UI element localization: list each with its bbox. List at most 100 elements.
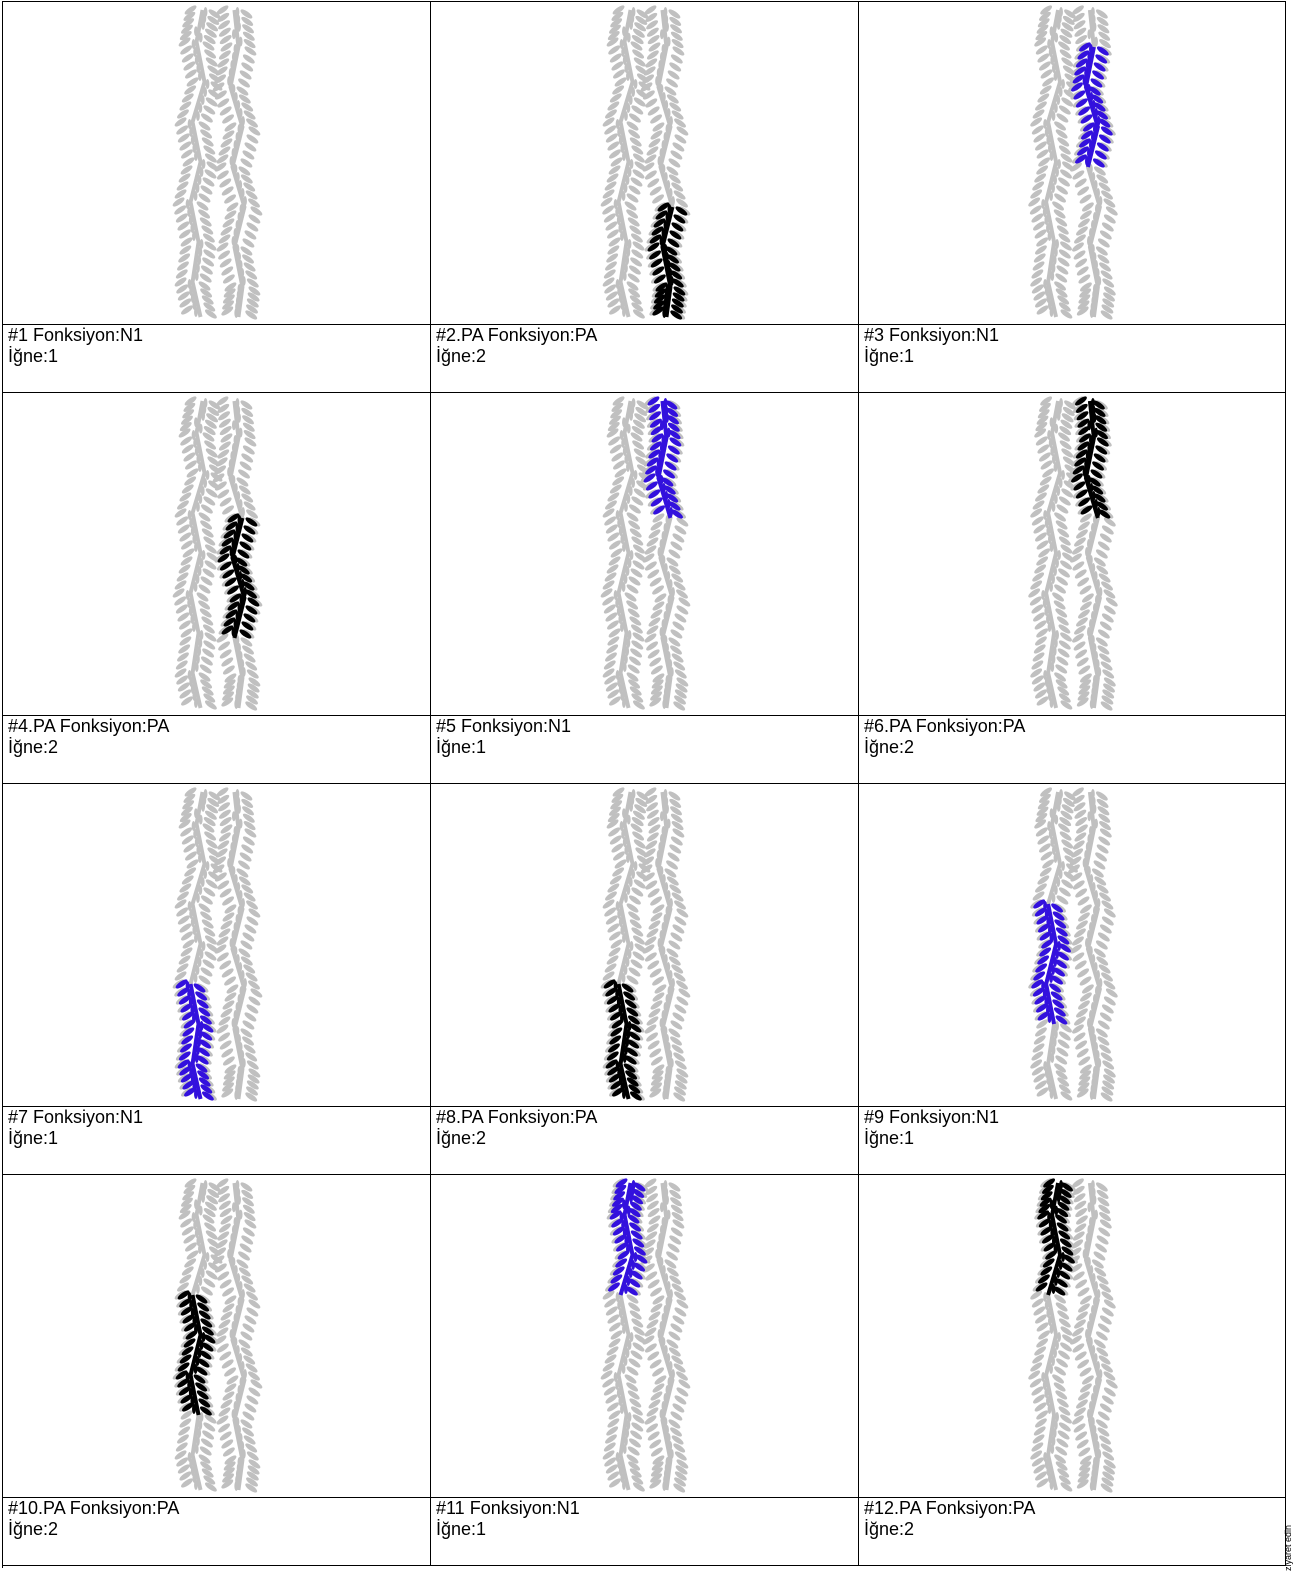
leaf-mark [219, 649, 232, 659]
leaf-mark [244, 1012, 257, 1022]
leaf-mark [1075, 58, 1088, 68]
leaf-mark [668, 268, 673, 278]
leaf-mark [1093, 166, 1106, 176]
stem-line [656, 400, 673, 519]
leaf-mark [605, 221, 618, 231]
leaf-mark [608, 1338, 621, 1348]
leaf-mark [1078, 1076, 1091, 1086]
leaf-mark [1097, 238, 1110, 248]
leaf-mark [649, 441, 662, 451]
leaf-mark [201, 295, 214, 305]
leaf-mark [643, 66, 656, 76]
leaf-mark [1030, 1290, 1043, 1300]
leaf-mark [219, 1208, 232, 1218]
leaf-mark [1093, 124, 1097, 134]
leaf-mark [646, 146, 659, 156]
leaf-mark [1075, 1279, 1088, 1289]
leaf-mark [1078, 426, 1091, 436]
leaf-mark [179, 813, 192, 823]
leaf-mark [1096, 898, 1101, 908]
leaf-mark [629, 1192, 634, 1203]
leaf-mark [1047, 622, 1052, 632]
leaf-mark [1098, 509, 1111, 519]
leaf-mark [1033, 253, 1046, 263]
leaf-mark [620, 622, 624, 632]
leaf-mark [606, 1051, 619, 1061]
leaf-mark [629, 137, 642, 147]
leaf-mark [648, 42, 661, 52]
leaf-mark [205, 448, 218, 458]
leaf-mark [246, 509, 258, 519]
leaf-mark [1054, 1366, 1066, 1376]
leaf-mark [224, 1295, 237, 1305]
leaf-mark [182, 1191, 195, 1201]
leaf-mark [1033, 899, 1046, 909]
leaf-mark [1094, 150, 1107, 160]
leaf-mark [670, 541, 683, 551]
leaf-mark [666, 1267, 679, 1277]
leaf-mark [201, 895, 213, 905]
leaf-mark [224, 976, 236, 986]
leaf-mark [245, 1443, 258, 1453]
leaf-mark [1092, 1034, 1097, 1044]
leaf-mark [1099, 1044, 1111, 1054]
leaf-mark [214, 162, 227, 172]
leaf-mark [1097, 806, 1110, 816]
leaf-mark [606, 955, 619, 965]
leaf-mark [650, 1056, 663, 1066]
leaf-mark [668, 9, 681, 19]
leaf-mark [220, 1215, 233, 1225]
leaf-mark [1043, 1178, 1056, 1188]
leaf-mark [1051, 502, 1056, 512]
leaf-mark [671, 278, 684, 288]
leaf-mark [248, 908, 261, 918]
leaf-mark [228, 1241, 233, 1251]
leaf-mark [1049, 1089, 1054, 1099]
leaf-mark [659, 539, 664, 549]
leaf-mark [648, 403, 661, 413]
leaf-mark [239, 461, 252, 471]
leaf-mark [617, 1250, 630, 1260]
leaf-mark [649, 1359, 662, 1369]
leaf-mark [665, 246, 678, 256]
leaf-mark [642, 856, 655, 866]
leaf-mark [235, 132, 240, 142]
leaf-mark [242, 645, 254, 655]
leaf-mark [1096, 430, 1108, 440]
leaf-mark [649, 1048, 662, 1058]
leaf-mark [676, 589, 688, 599]
leaf-mark [669, 1275, 682, 1285]
leaf-mark [1058, 233, 1071, 243]
leaf-mark [1072, 242, 1084, 252]
leaf-mark [668, 940, 681, 950]
leaf-mark [632, 700, 645, 710]
leaf-mark [671, 573, 684, 583]
leaf-mark [668, 1331, 681, 1341]
leaf-mark [642, 872, 655, 882]
leaf-mark [1038, 1330, 1051, 1340]
leaf-mark [630, 1350, 643, 1360]
leaf-mark [1061, 448, 1074, 458]
leaf-mark [1076, 1479, 1089, 1489]
leaf-mark [245, 589, 257, 599]
leaf-mark [1076, 1439, 1089, 1449]
leaf-mark [220, 1399, 233, 1409]
leaf-mark [612, 1266, 625, 1276]
leaf-mark [205, 839, 218, 849]
leaf-mark [609, 1210, 622, 1220]
leaf-mark [1100, 270, 1113, 280]
leaf-mark [179, 245, 192, 255]
leaf-mark [1099, 39, 1111, 49]
leaf-mark [614, 859, 627, 869]
leaf-mark [1036, 1322, 1049, 1332]
leaf-mark [218, 1319, 231, 1329]
leaf-mark [1077, 1473, 1090, 1483]
leaf-mark [220, 138, 233, 148]
leaf-mark [1044, 518, 1049, 528]
leaf-mark [198, 1454, 211, 1464]
leaf-mark [1056, 1358, 1068, 1368]
leaf-mark [186, 1250, 199, 1260]
leaf-mark [661, 946, 666, 956]
leaf-mark [1083, 122, 1095, 132]
leaf-mark [195, 574, 200, 584]
